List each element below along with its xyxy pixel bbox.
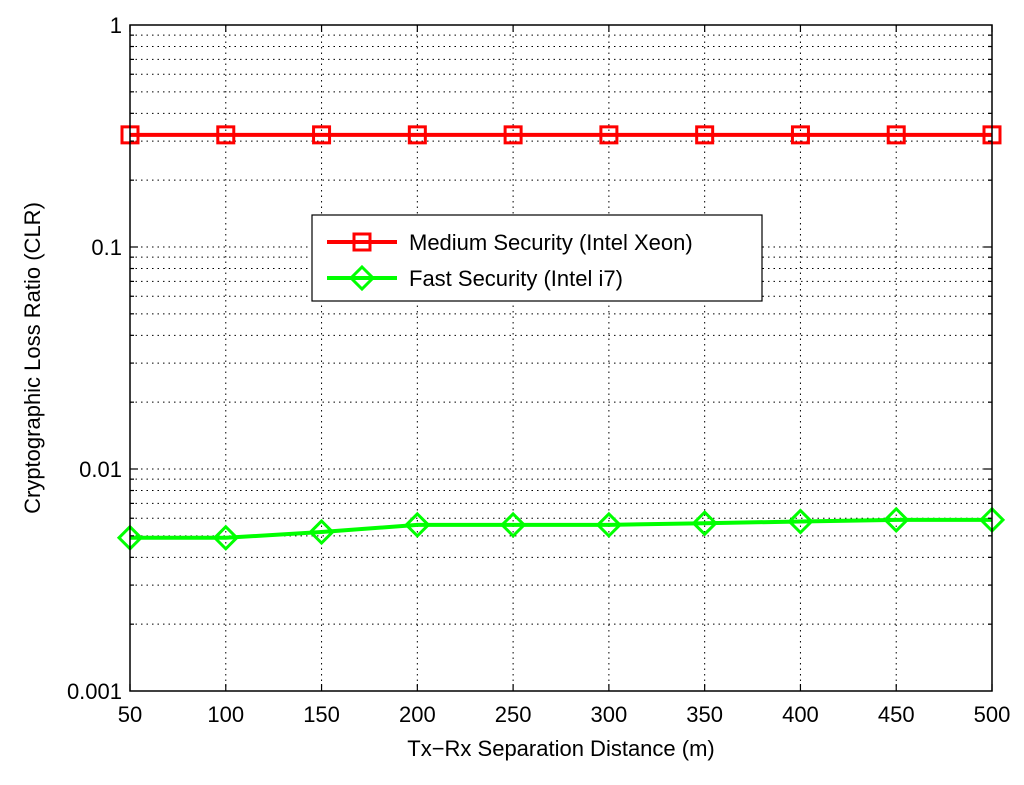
series-2: [116, 506, 1006, 551]
data-point: [790, 125, 810, 145]
plot-frame: [129, 24, 993, 692]
axis-ticks: 50 100 150 200 250 300 350 400 450 500 0.001 0.01 0.…: [67, 13, 1010, 727]
data-point: [883, 506, 910, 533]
x-tick-label: 400: [782, 702, 819, 727]
data-point: [212, 524, 239, 551]
series-layer: [116, 125, 1006, 551]
x-tick-label: 500: [974, 702, 1011, 727]
data-point: [312, 125, 332, 145]
legend-box: [311, 214, 763, 302]
data-point: [695, 125, 715, 145]
x-axis-title: Tx−Rx Separation Distance (m): [407, 736, 715, 761]
x-tick-label: 200: [399, 702, 436, 727]
x-tick-label: 50: [118, 702, 142, 727]
data-point: [787, 508, 814, 535]
data-point: [216, 125, 236, 145]
legend-item: Medium Security (Intel Xeon): [327, 230, 693, 255]
data-point: [691, 510, 718, 537]
y-tick-label: 1: [110, 13, 122, 38]
x-tick-label: 450: [878, 702, 915, 727]
legend-label: Fast Security (Intel i7): [409, 266, 623, 291]
legend-item: Fast Security (Intel i7): [327, 264, 623, 292]
x-tick-label: 150: [303, 702, 340, 727]
data-point: [308, 518, 335, 546]
legend-marker: [348, 264, 376, 292]
legend-label: Medium Security (Intel Xeon): [409, 230, 693, 255]
data-point: [404, 511, 431, 539]
grid: [130, 25, 992, 691]
legend-marker: [352, 232, 372, 252]
legend: Medium Security (Intel Xeon) Fast Securit…: [311, 214, 763, 302]
y-tick-label: 0.1: [91, 235, 122, 260]
y-axis-title: Cryptographic Loss Ratio (CLR): [20, 202, 45, 514]
x-tick-label: 100: [207, 702, 244, 727]
data-point: [599, 125, 619, 145]
data-point: [595, 511, 623, 539]
series-line: [130, 517, 992, 540]
y-tick-label: 0.01: [79, 457, 122, 482]
data-point: [499, 511, 527, 539]
series-1: [120, 125, 1002, 145]
x-tick-label: 300: [591, 702, 628, 727]
x-tick-label: 250: [495, 702, 532, 727]
data-point: [886, 125, 906, 145]
data-point: [407, 125, 427, 145]
y-tick-label: 0.001: [67, 679, 122, 704]
data-point: [503, 125, 523, 145]
x-tick-label: 350: [686, 702, 723, 727]
